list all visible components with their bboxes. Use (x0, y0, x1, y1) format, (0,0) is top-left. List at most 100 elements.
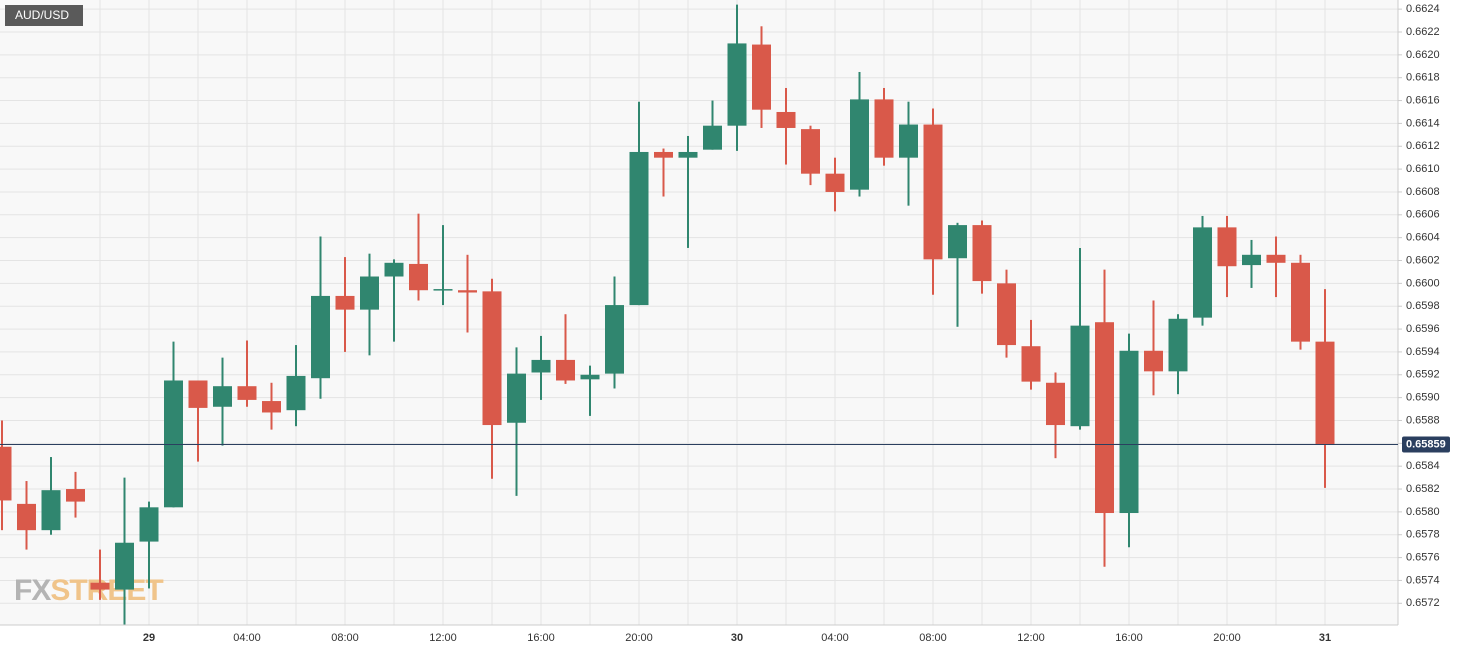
candle-body (409, 263, 428, 291)
candle-body (654, 151, 673, 158)
y-tick-label: 0.6582 (1406, 483, 1440, 495)
candle-body (629, 151, 649, 306)
y-tick-label: 0.6584 (1406, 460, 1440, 472)
candle-body (874, 99, 894, 158)
y-tick-label: 0.6614 (1406, 117, 1440, 129)
candle-body (1046, 382, 1065, 426)
candle-body (1070, 325, 1090, 427)
y-tick-label: 0.6622 (1406, 26, 1440, 38)
x-tick-label: 12:00 (1017, 632, 1045, 644)
candle-body (164, 380, 183, 508)
y-tick-label: 0.6618 (1406, 72, 1440, 84)
y-tick-label: 0.6616 (1406, 94, 1440, 106)
candle-body (1144, 350, 1163, 372)
candle-body (433, 289, 453, 291)
candle-body (531, 359, 551, 373)
candle-body (1168, 318, 1188, 372)
candle-body (825, 173, 845, 192)
y-tick-label: 0.6600 (1406, 277, 1440, 289)
candle-body (1315, 341, 1335, 445)
candle-body (703, 125, 722, 150)
candle-body (17, 503, 36, 531)
x-tick-label: 20:00 (1213, 632, 1241, 644)
candle-body (139, 507, 159, 542)
candle-body (507, 373, 526, 423)
y-tick-label: 0.6602 (1406, 254, 1440, 266)
x-tick-label: 31 (1319, 632, 1331, 644)
y-tick-label: 0.6606 (1406, 209, 1440, 221)
y-tick-label: 0.6620 (1406, 49, 1440, 61)
candle-body (458, 290, 477, 293)
candle-body (1266, 254, 1286, 263)
current-price-box (1402, 436, 1450, 453)
y-tick-label: 0.6610 (1406, 163, 1440, 175)
x-tick-label: 30 (731, 632, 743, 644)
x-tick-label: 04:00 (233, 632, 261, 644)
candle-body (1119, 350, 1139, 514)
candle-body (727, 43, 747, 126)
watermark: FXSTREET (14, 574, 163, 607)
candle-body (801, 129, 820, 174)
y-tick-label: 0.6604 (1406, 232, 1440, 244)
candle-body (1217, 227, 1237, 267)
y-tick-label: 0.6588 (1406, 414, 1440, 426)
plot-background (0, 0, 1398, 625)
candle-body (41, 490, 61, 531)
watermark-street: STREET (50, 574, 163, 607)
candle-body (948, 225, 967, 259)
x-tick-label: 08:00 (331, 632, 359, 644)
y-tick-label: 0.6608 (1406, 186, 1440, 198)
candle-body (262, 401, 281, 413)
y-tick-label: 0.6590 (1406, 392, 1440, 404)
candle-body (1291, 262, 1310, 342)
candle-body (1021, 346, 1041, 382)
candle-body (335, 295, 355, 310)
y-tick-label: 0.6624 (1406, 3, 1440, 15)
y-tick-label: 0.6596 (1406, 323, 1440, 335)
candle-body (580, 374, 600, 380)
candle-body (1095, 322, 1114, 514)
candle-body (556, 359, 575, 381)
candle-body (899, 124, 918, 158)
y-tick-label: 0.6598 (1406, 300, 1440, 312)
y-tick-label: 0.6578 (1406, 529, 1440, 541)
y-tick-label: 0.6594 (1406, 346, 1440, 358)
x-tick-label: 08:00 (919, 632, 947, 644)
candle-body (923, 124, 943, 260)
candle-body (972, 225, 992, 282)
candle-body (286, 375, 306, 411)
x-tick-label: 20:00 (625, 632, 653, 644)
x-tick-label: 12:00 (429, 632, 457, 644)
watermark-fx: FX (14, 574, 51, 607)
y-tick-label: 0.6580 (1406, 506, 1440, 518)
y-tick-label: 0.6592 (1406, 369, 1440, 381)
candle-body (213, 386, 232, 407)
candle-body (850, 99, 869, 190)
candle-body (384, 262, 404, 277)
grid (0, 0, 1398, 625)
chart-title: AUD/USD (15, 8, 69, 22)
candle-body (1193, 227, 1212, 318)
candle-body (482, 291, 502, 426)
y-tick-label: 0.6612 (1406, 140, 1440, 152)
candle-body (66, 489, 85, 502)
y-tick-label: 0.6576 (1406, 551, 1440, 563)
candle-body (1242, 254, 1261, 266)
candle-body (0, 446, 12, 501)
candle-body (237, 386, 257, 400)
candles (0, 4, 1335, 625)
y-tick-label: 0.6572 (1406, 597, 1440, 609)
candle-body (997, 283, 1016, 346)
x-tick-label: 29 (143, 632, 155, 644)
y-tick-label: 0.6574 (1406, 574, 1440, 586)
candle-body (752, 44, 771, 110)
current-price-label: 0.65859 (1406, 438, 1446, 450)
candle-body (360, 276, 379, 310)
candle-body (90, 582, 110, 590)
x-tick-label: 04:00 (821, 632, 849, 644)
candle-body (188, 380, 208, 408)
candle-body (776, 111, 796, 128)
candle-body (678, 151, 698, 158)
